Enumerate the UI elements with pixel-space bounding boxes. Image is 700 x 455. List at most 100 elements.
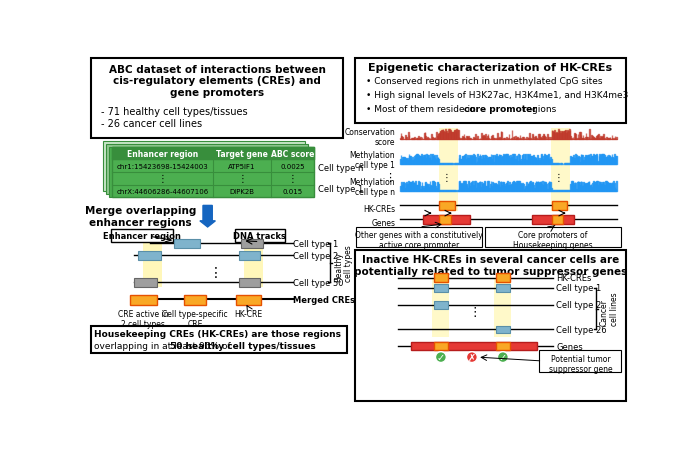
- Bar: [412, 343, 537, 350]
- Text: Methylation
cell type n: Methylation cell type n: [349, 177, 396, 197]
- Bar: [496, 284, 510, 292]
- Text: • High signal levels of H3K27ac, H3K4me1, and H3K4me3: • High signal levels of H3K27ac, H3K4me1…: [367, 91, 629, 100]
- Bar: [111, 230, 173, 242]
- Text: • Most of them reside in: • Most of them reside in: [367, 105, 480, 113]
- Text: - 26 cancer cell lines: - 26 cancer cell lines: [101, 119, 202, 129]
- Bar: [106, 145, 307, 194]
- Bar: [531, 215, 574, 224]
- Bar: [552, 202, 567, 211]
- Bar: [485, 228, 621, 248]
- Text: Conservation
score: Conservation score: [344, 127, 395, 147]
- Text: ✓: ✓: [499, 352, 507, 362]
- Text: Enhancer region: Enhancer region: [103, 232, 181, 240]
- Bar: [134, 278, 158, 288]
- Text: Cell type 1: Cell type 1: [556, 283, 601, 293]
- Text: 0.015: 0.015: [282, 188, 302, 194]
- Bar: [239, 278, 260, 288]
- Bar: [439, 128, 458, 211]
- Text: Enhancer region: Enhancer region: [127, 149, 198, 158]
- Bar: [138, 251, 161, 261]
- Bar: [423, 215, 470, 224]
- Text: Merged CREs: Merged CREs: [293, 295, 355, 304]
- Text: HK-CREs: HK-CREs: [363, 204, 395, 213]
- FancyArrow shape: [200, 206, 216, 228]
- Text: ⋮: ⋮: [237, 174, 247, 184]
- Bar: [237, 295, 261, 305]
- Bar: [234, 230, 285, 242]
- Text: Potential tumor
suppressor gene: Potential tumor suppressor gene: [549, 354, 612, 374]
- Text: ✗: ✗: [468, 352, 476, 362]
- Bar: [355, 251, 626, 401]
- Bar: [130, 295, 158, 305]
- Bar: [112, 147, 314, 197]
- Text: Methylation
cell type 1: Methylation cell type 1: [349, 151, 396, 170]
- Text: Genes: Genes: [371, 218, 395, 227]
- Bar: [356, 228, 482, 248]
- Text: Cell type 2: Cell type 2: [556, 301, 601, 309]
- Text: 50 healthy cell types/tissues: 50 healthy cell types/tissues: [170, 341, 316, 350]
- Text: HK-CREs: HK-CREs: [556, 274, 592, 283]
- Text: HK-CRE: HK-CRE: [234, 309, 262, 318]
- Bar: [440, 215, 451, 224]
- Bar: [144, 238, 162, 288]
- Text: Cell type 1: Cell type 1: [293, 239, 338, 248]
- Circle shape: [466, 352, 477, 363]
- Text: chr1:15423698-15424003: chr1:15423698-15424003: [117, 164, 209, 170]
- Bar: [174, 239, 200, 248]
- Circle shape: [498, 352, 508, 363]
- Text: Epigenetic characterization of HK-CREs: Epigenetic characterization of HK-CREs: [368, 63, 612, 73]
- Bar: [92, 326, 347, 354]
- Bar: [109, 147, 311, 197]
- Bar: [434, 343, 448, 350]
- Text: ABC score: ABC score: [271, 149, 314, 158]
- Text: ⋮: ⋮: [288, 174, 298, 184]
- Circle shape: [435, 352, 447, 363]
- Text: Target gene: Target gene: [216, 149, 268, 158]
- Bar: [552, 215, 564, 224]
- Text: Cell type 50: Cell type 50: [293, 278, 344, 287]
- Text: DIPK2B: DIPK2B: [230, 188, 255, 194]
- Bar: [496, 326, 510, 334]
- Text: ⋮: ⋮: [442, 172, 452, 182]
- Text: CRE active in
2 cell types: CRE active in 2 cell types: [118, 309, 169, 328]
- Text: ⋮: ⋮: [384, 172, 395, 182]
- Text: Healthy
cell types: Healthy cell types: [334, 245, 354, 282]
- Text: • Conserved regions rich in unmethylated CpG sites: • Conserved regions rich in unmethylated…: [367, 77, 603, 86]
- Text: Housekeeping CREs (HK-CREs) are those regions: Housekeeping CREs (HK-CREs) are those re…: [94, 330, 341, 339]
- Text: ⋮: ⋮: [469, 305, 482, 318]
- Text: regions: regions: [520, 105, 556, 113]
- Text: Cell type n: Cell type n: [318, 164, 364, 173]
- Text: overlapping in at least 90% of: overlapping in at least 90% of: [94, 341, 233, 350]
- Text: Cell type 2: Cell type 2: [293, 252, 338, 260]
- Text: ⋮: ⋮: [554, 172, 564, 182]
- Bar: [434, 284, 448, 292]
- Text: ABC dataset of interactions between
cis-regulatory elements (CREs) and
gene prom: ABC dataset of interactions between cis-…: [109, 65, 326, 98]
- Text: Cell type 1: Cell type 1: [318, 185, 364, 193]
- Bar: [355, 58, 626, 124]
- Bar: [244, 238, 262, 288]
- Text: Inactive HK-CREs in several cancer cells are
potentially related to tumor suppre: Inactive HK-CREs in several cancer cells…: [354, 254, 627, 276]
- Bar: [494, 280, 512, 337]
- Bar: [92, 58, 343, 139]
- Text: Merge overlapping
enhancer regions: Merge overlapping enhancer regions: [85, 206, 196, 228]
- Bar: [112, 147, 314, 160]
- Text: core promoter: core promoter: [464, 105, 537, 113]
- Bar: [496, 273, 510, 282]
- Text: chrX:44606286-44607106: chrX:44606286-44607106: [116, 188, 209, 194]
- Bar: [496, 343, 510, 350]
- Text: DNA tracks: DNA tracks: [233, 232, 286, 240]
- Bar: [539, 350, 622, 372]
- Bar: [434, 273, 448, 282]
- Bar: [551, 128, 570, 211]
- Bar: [433, 280, 449, 337]
- Text: 0.0025: 0.0025: [280, 164, 304, 170]
- Text: Core promoters of
Housekeeping genes: Core promoters of Housekeeping genes: [512, 231, 592, 250]
- Text: ⋮: ⋮: [209, 265, 223, 279]
- Text: Genes: Genes: [556, 342, 583, 351]
- Text: ✓: ✓: [437, 352, 445, 362]
- Text: Cell type 26: Cell type 26: [556, 325, 607, 334]
- Text: Other genes with a constitutively
active core promoter: Other genes with a constitutively active…: [356, 231, 483, 250]
- Text: Cell type-specific
CRE: Cell type-specific CRE: [162, 309, 228, 328]
- Bar: [239, 251, 260, 261]
- Text: Cancer
cell lines: Cancer cell lines: [600, 292, 620, 326]
